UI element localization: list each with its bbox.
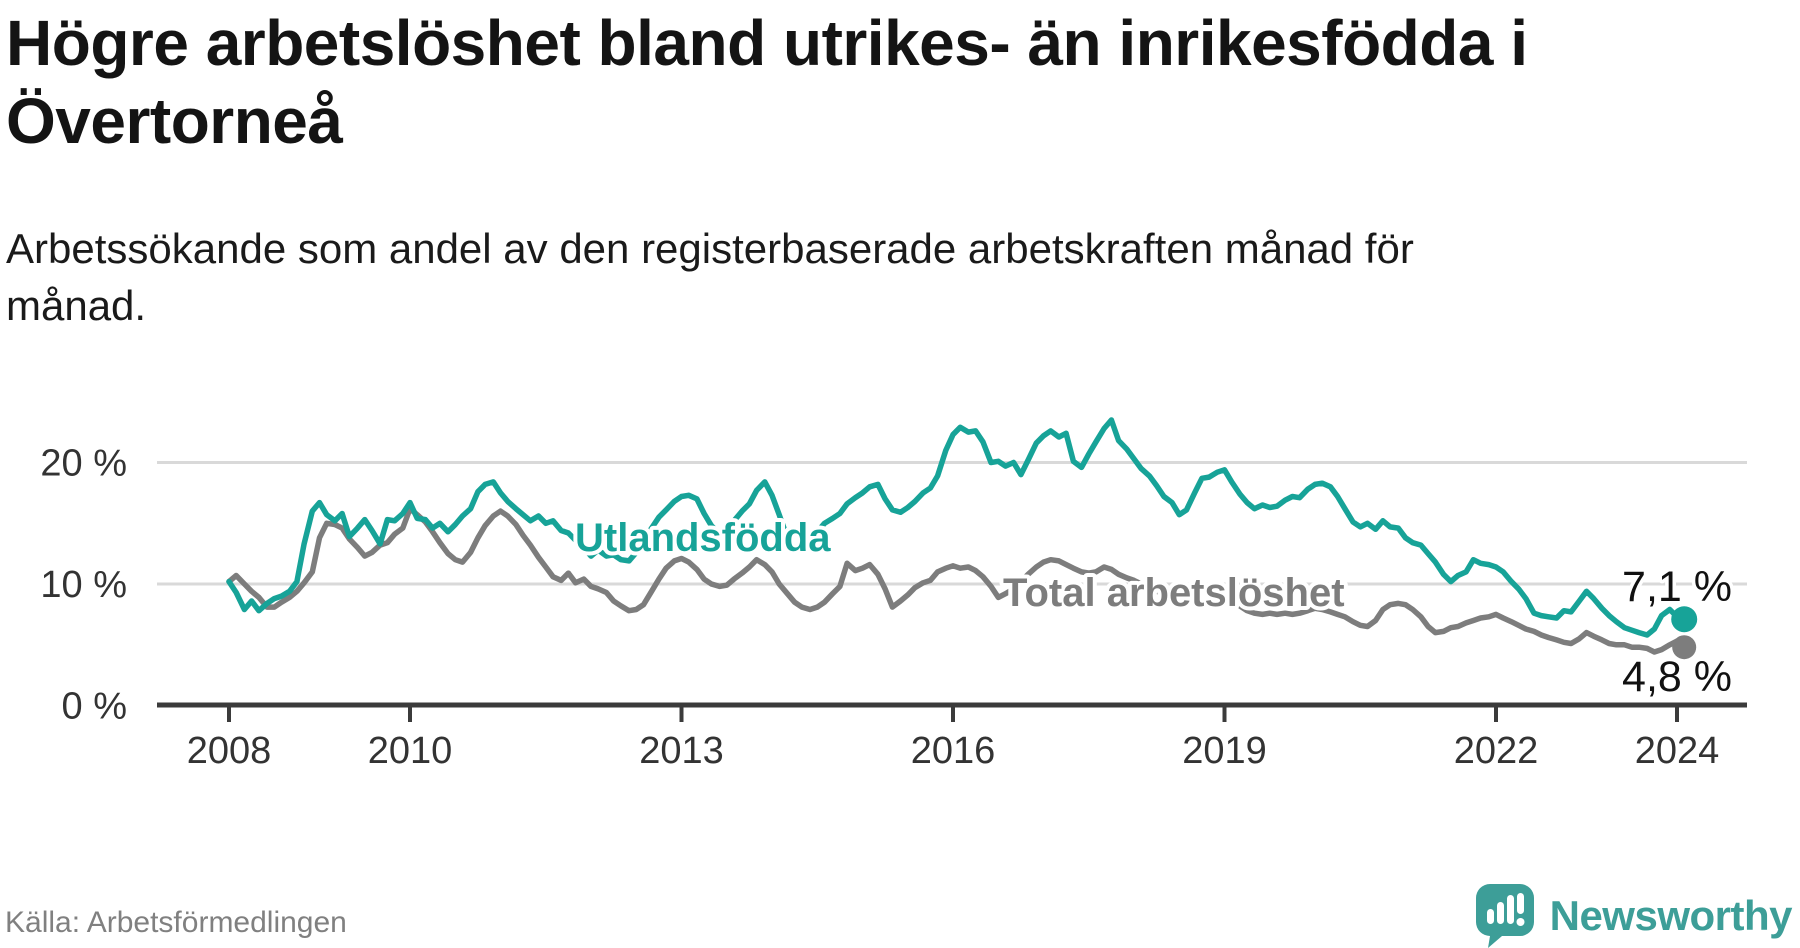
x-axis-tick-label: 2024	[1635, 730, 1720, 772]
series-line-1	[226, 505, 1687, 655]
brand-lockup: Newsworthy	[1475, 884, 1793, 948]
x-axis-tick-label: 2016	[911, 730, 996, 772]
source-note: Källa: Arbetsförmedlingen	[5, 906, 347, 939]
series-endpoint-dots	[1671, 606, 1698, 660]
x-axis-tick-label: 2022	[1454, 730, 1539, 772]
series-endpoint-dot-0	[1671, 606, 1698, 633]
series-line-0	[226, 417, 1687, 638]
end-value-label-total-arbetsloshet: 4,8 %	[1622, 653, 1732, 701]
x-axis-tick-label: 2010	[368, 730, 453, 772]
x-axis-ticks	[227, 705, 1679, 722]
exclamation-bar	[1516, 893, 1524, 914]
y-axis-tick-label: 0 %	[62, 686, 127, 728]
chart-subtitle-line2: månad.	[6, 282, 147, 329]
page-title: Högre arbetslöshet bland utrikes- än inr…	[6, 4, 1786, 160]
brand-name: Newsworthy	[1549, 892, 1793, 939]
y-axis-tick-label: 10 %	[40, 564, 127, 606]
series-label-utlandsfodda: Utlandsfödda	[575, 516, 831, 560]
x-axis-tick-labels: 2008 2010 2013 2016 2019 2022 2024	[187, 730, 1720, 772]
bar-small	[1486, 909, 1494, 924]
end-value-label-utlandsfodda: 7,1 %	[1622, 563, 1732, 611]
page-title-line1: Högre arbetslöshet bland utrikes- än inr…	[6, 7, 1528, 79]
chart-subtitle-line1: Arbetssökande som andel av den registerb…	[6, 225, 1414, 272]
y-axis-tick-label: 20 %	[40, 443, 127, 485]
page-title-line2: Övertorneå	[6, 85, 343, 157]
bar-medium	[1496, 902, 1504, 924]
chart-subtitle: Arbetssökande som andel av den registerb…	[6, 220, 1706, 334]
series-layer	[226, 417, 1687, 655]
bar-large	[1506, 895, 1514, 924]
x-axis-tick-label: 2013	[639, 730, 724, 772]
gridlines	[157, 461, 1747, 586]
x-axis-tick-label: 2008	[187, 730, 272, 772]
series-endpoint-dot-1	[1672, 635, 1697, 660]
series-label-total-arbetsloshet: Total arbetslöshet	[1003, 571, 1345, 615]
newsworthy-logo-icon	[1475, 884, 1534, 948]
y-axis-tick-labels: 0 % 10 % 20 %	[40, 443, 127, 728]
x-axis-tick-label: 2019	[1182, 730, 1267, 772]
exclamation-dot	[1516, 918, 1525, 926]
speech-bubble-shape	[1475, 884, 1534, 948]
